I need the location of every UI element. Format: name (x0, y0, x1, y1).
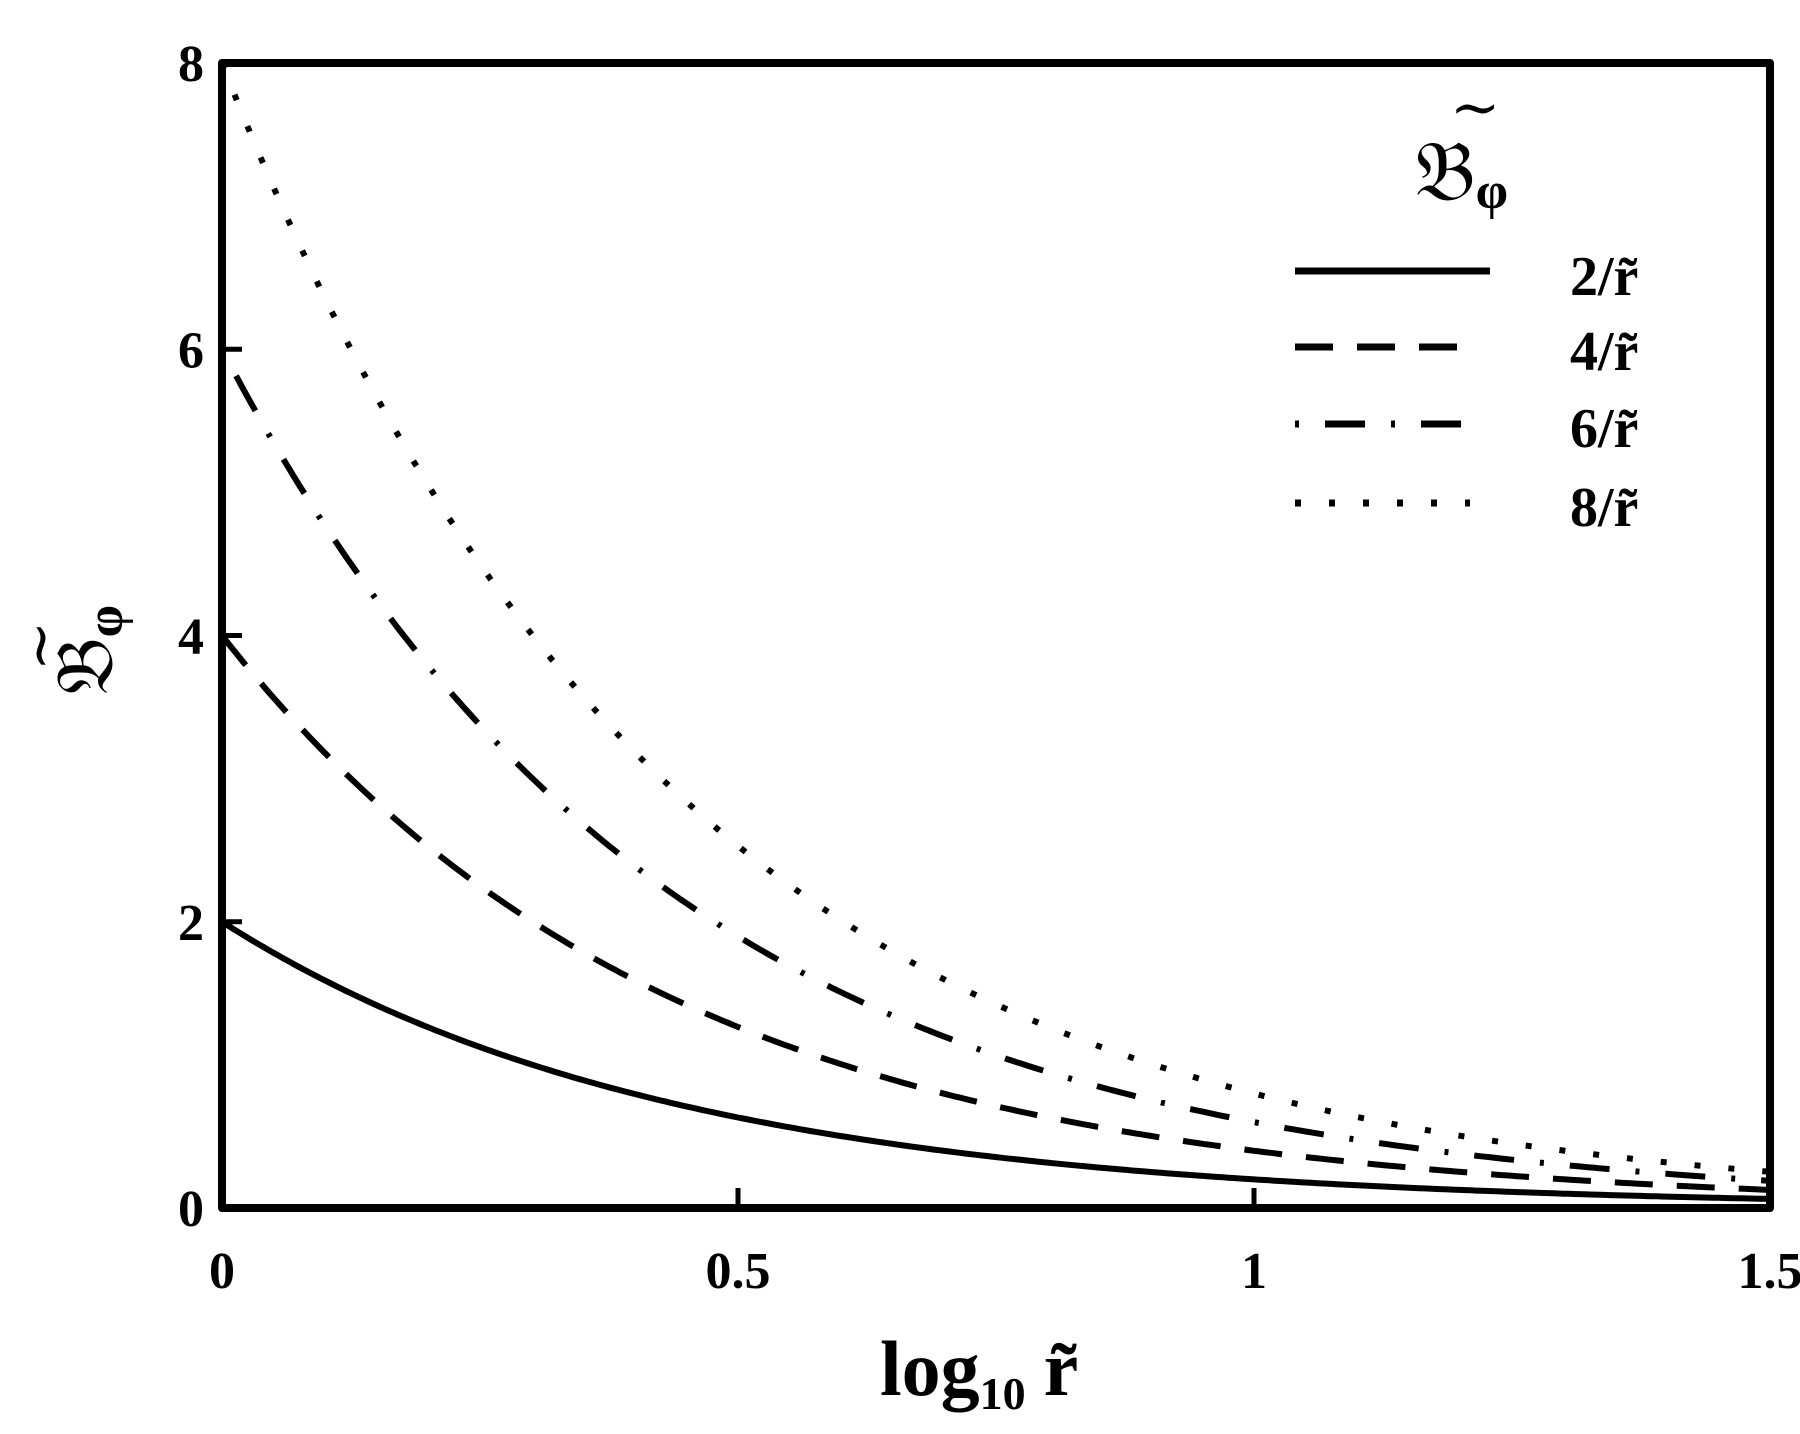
svg-text:~: ~ (5, 621, 75, 671)
legend-label-3: 8/r̃ (1570, 477, 1638, 539)
x-tick-label: 0.5 (706, 1243, 771, 1300)
legend-label-2: 6/r̃ (1570, 398, 1638, 460)
x-axis-title-main: log (880, 1325, 980, 1412)
y-tick-label: 8 (178, 36, 204, 93)
x-tick-label: 1.5 (1738, 1243, 1800, 1300)
series-dash-dot-line (219, 347, 1771, 1184)
series-dashed-line (219, 633, 1771, 1193)
x-axis-ticks: 0 0.5 1 1.5 (209, 1188, 1800, 1300)
series-dotted-line (219, 61, 1771, 1175)
x-axis-title: log10 r̃ (880, 1325, 1078, 1419)
plot-curves (219, 61, 1771, 1202)
series-solid-line (220, 919, 1771, 1202)
legend-label-0: 2/r̃ (1570, 246, 1638, 308)
legend-title-tilde: ~ (1450, 73, 1500, 143)
y-tick-label: 6 (178, 322, 204, 379)
x-tick-label: 1 (1241, 1243, 1267, 1300)
y-tick-label: 0 (178, 1181, 204, 1238)
y-axis-title: ~ 𝔅φ (5, 605, 134, 695)
y-tick-label: 4 (178, 609, 204, 666)
x-axis-title-var: r̃ (1044, 1325, 1079, 1412)
y-axis-title-sub: φ (77, 605, 134, 637)
legend: ~ 𝔅φ 2/r̃ 4/r̃ 6/r̃ 8/r̃ (1295, 73, 1638, 539)
svg-text:𝔅φ: 𝔅φ (1415, 122, 1508, 220)
y-axis-ticks: 0 2 4 6 8 (178, 36, 242, 1238)
y-axis-title-main: 𝔅 (38, 637, 131, 695)
legend-title-sub: φ (1476, 163, 1508, 220)
x-tick-label: 0 (209, 1243, 235, 1300)
y-axis-title-tilde: ~ (5, 621, 75, 671)
legend-label-1: 4/r̃ (1570, 321, 1638, 383)
x-axis-title-sub: 10 (980, 1368, 1026, 1419)
y-tick-label: 2 (178, 895, 204, 952)
svg-text:𝔅φ: 𝔅φ (38, 605, 134, 695)
legend-title-main: 𝔅 (1415, 122, 1476, 220)
